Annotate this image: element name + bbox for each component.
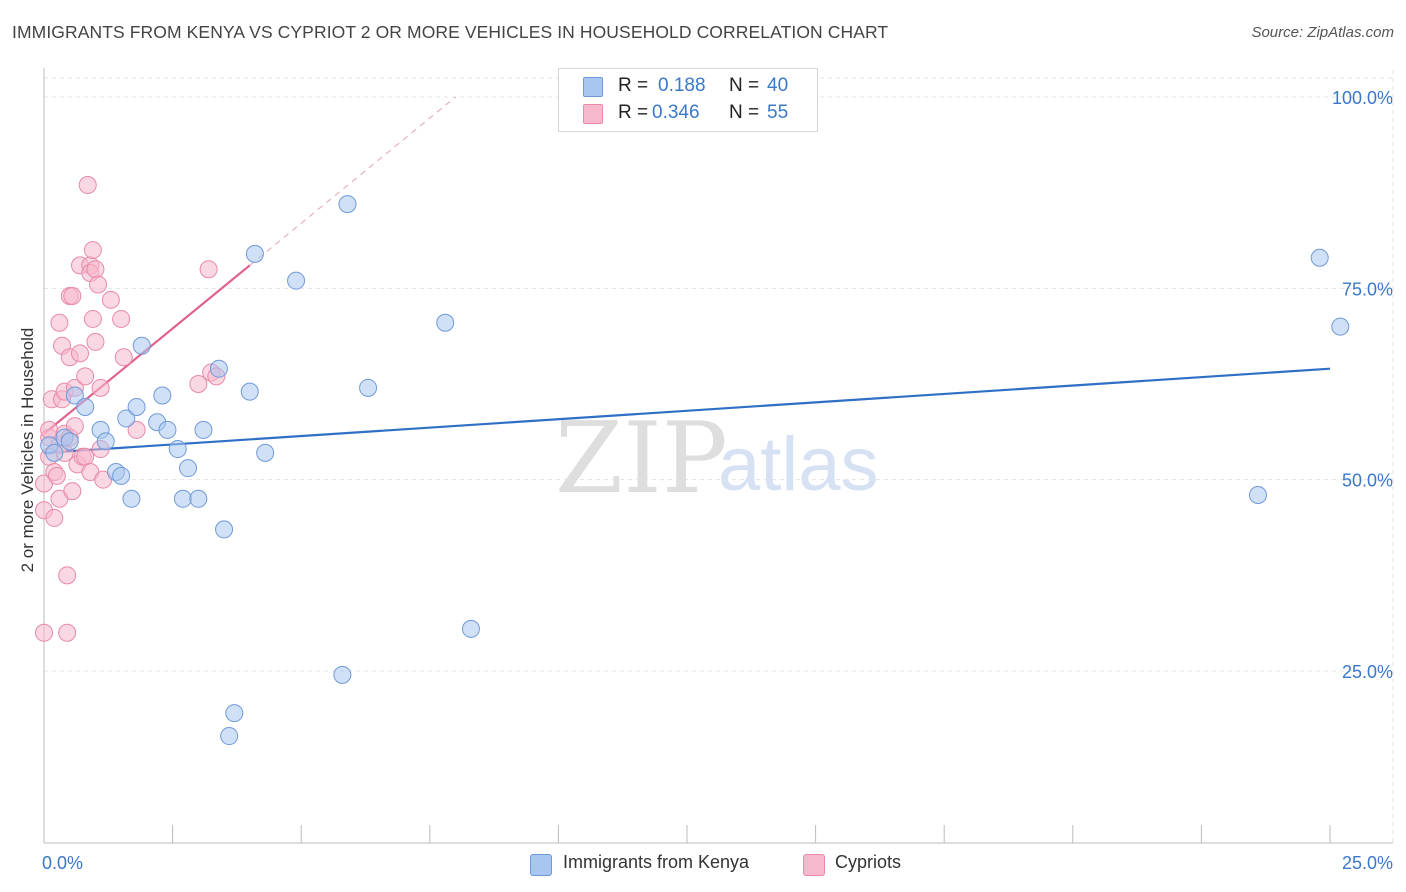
data-point-kenya xyxy=(153,386,172,405)
data-point-cypriots xyxy=(199,260,218,279)
data-point-kenya xyxy=(1310,248,1329,267)
data-point-kenya xyxy=(127,397,146,416)
chart-title: IMMIGRANTS FROM KENYA VS CYPRIOT 2 OR MO… xyxy=(12,22,889,42)
legend-r-label: R = xyxy=(618,102,649,123)
data-point-kenya xyxy=(245,244,264,263)
data-point-kenya xyxy=(1331,317,1350,336)
data-point-kenya xyxy=(76,397,95,416)
legend-r-label: R = xyxy=(618,75,649,96)
legend-label-kenya: Immigrants from Kenya xyxy=(563,852,750,872)
data-point-kenya xyxy=(96,432,115,451)
legend-swatch-kenya xyxy=(530,854,552,876)
data-point-kenya xyxy=(60,432,79,451)
data-point-kenya xyxy=(45,443,64,462)
y-tick-label: 75.0% xyxy=(1342,279,1393,299)
data-point-cypriots xyxy=(83,241,102,260)
data-point-kenya xyxy=(122,489,141,508)
legend-n-value: 40 xyxy=(767,75,789,96)
data-point-kenya xyxy=(189,489,208,508)
data-point-kenya xyxy=(112,466,131,485)
y-tick-label: 25.0% xyxy=(1342,662,1393,682)
trend-line-kenya xyxy=(43,367,1331,454)
data-point-kenya xyxy=(287,271,306,290)
data-point-kenya xyxy=(220,727,239,746)
legend-n-value: 55 xyxy=(767,102,789,123)
data-point-kenya xyxy=(168,440,187,459)
data-point-kenya xyxy=(158,420,177,439)
legend-swatch-cypriots xyxy=(803,854,825,876)
data-point-kenya xyxy=(117,409,136,428)
data-point-cypriots xyxy=(47,466,66,485)
trend-line-cypriots-extension xyxy=(249,96,456,266)
data-point-kenya xyxy=(179,459,198,478)
data-point-cypriots xyxy=(35,623,53,642)
data-point-cypriots xyxy=(63,482,82,501)
data-point-cypriots xyxy=(76,367,95,386)
data-point-cypriots xyxy=(86,332,105,351)
data-point-cypriots xyxy=(189,375,208,393)
data-point-kenya xyxy=(256,443,275,462)
y-axis-label: 2 or more Vehicles in Household xyxy=(18,327,37,573)
data-points xyxy=(35,176,1350,746)
x-tick-label: 25.0% xyxy=(1342,853,1393,873)
data-point-cypriots xyxy=(86,260,105,279)
data-point-cypriots xyxy=(89,275,108,294)
data-point-kenya xyxy=(132,336,151,355)
data-point-cypriots xyxy=(40,420,59,439)
data-point-cypriots xyxy=(114,348,133,367)
legend-label-cypriots: Cypriots xyxy=(835,852,902,872)
data-point-cypriots xyxy=(58,623,77,642)
legend-r-value: 0.188 xyxy=(658,75,706,96)
data-point-cypriots xyxy=(127,420,146,439)
data-point-cypriots xyxy=(63,286,82,305)
legend-n-label: N = xyxy=(729,102,760,123)
tick-labels: 100.0% 75.0% 50.0% 25.0% 0.0% 25.0% xyxy=(42,88,1393,873)
data-point-cypriots xyxy=(78,176,97,195)
data-point-cypriots xyxy=(112,309,131,328)
data-point-kenya xyxy=(225,704,244,723)
correlation-legend: R = 0.188 N = 40 R = 0.346 N = 55 xyxy=(558,68,818,132)
data-point-cypriots xyxy=(91,378,110,397)
data-point-cypriots xyxy=(101,290,120,309)
data-point-kenya xyxy=(436,313,455,332)
data-point-kenya xyxy=(194,420,213,439)
trend-lines xyxy=(43,96,1331,454)
y-tick-label: 50.0% xyxy=(1342,471,1393,491)
data-point-kenya xyxy=(333,665,352,684)
legend-r-value: 0.346 xyxy=(652,102,700,123)
legend-n-label: N = xyxy=(729,75,760,96)
data-point-kenya xyxy=(173,489,192,508)
data-point-kenya xyxy=(65,386,84,405)
data-point-cypriots xyxy=(83,309,102,328)
x-tick-label: 0.0% xyxy=(42,853,83,873)
y-tick-label: 100.0% xyxy=(1332,88,1393,108)
source-label: Source: ZipAtlas.com xyxy=(1251,24,1394,41)
legend-swatch-cypriots xyxy=(583,104,603,124)
data-point-cypriots xyxy=(76,447,95,466)
data-point-kenya xyxy=(215,520,234,539)
data-point-kenya xyxy=(240,382,259,401)
data-point-kenya xyxy=(338,195,357,214)
watermark-atlas: atlas xyxy=(718,422,879,507)
data-point-kenya xyxy=(359,378,378,397)
data-point-cypriots xyxy=(71,344,90,363)
watermark: ZIP atlas xyxy=(555,402,879,516)
legend-swatch-kenya xyxy=(583,77,603,97)
data-point-kenya xyxy=(461,619,480,638)
watermark-zip: ZIP xyxy=(555,402,728,516)
data-point-cypriots xyxy=(50,313,69,332)
data-point-cypriots xyxy=(58,566,77,585)
data-point-kenya xyxy=(209,359,228,378)
data-point-cypriots xyxy=(45,508,64,527)
data-point-kenya xyxy=(1248,485,1267,504)
